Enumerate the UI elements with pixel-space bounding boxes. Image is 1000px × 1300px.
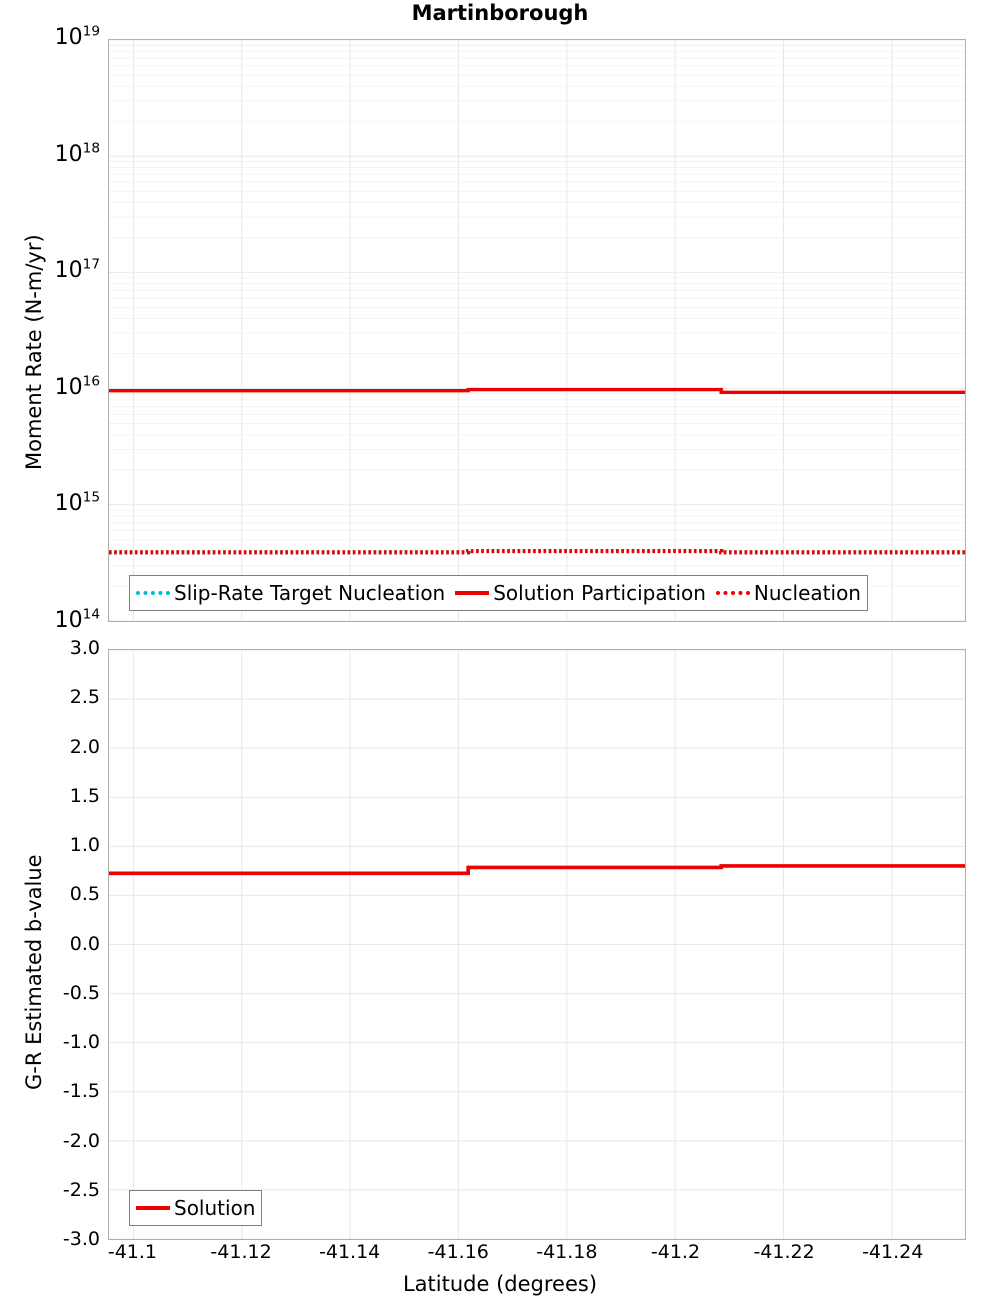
- ytick-bottom-4: -1.0: [62, 1031, 100, 1053]
- line-sample-icon: [455, 586, 490, 600]
- xtick-7: -41.24: [862, 1241, 924, 1263]
- line-sample-icon: [136, 586, 170, 600]
- data-bottom: [109, 864, 965, 876]
- legend-label: Slip-Rate Target Nucleation: [174, 581, 446, 605]
- ytick-bottom-0: -3.0: [62, 1228, 100, 1250]
- ytick-bottom-10: 2.0: [69, 735, 100, 758]
- grid-top: [109, 40, 965, 621]
- xtick-1: -41.12: [210, 1241, 272, 1263]
- xtick-4: -41.18: [536, 1241, 598, 1263]
- ytick-top-3: 1017: [54, 256, 100, 284]
- xtick-0: -41.1: [107, 1241, 158, 1263]
- xtick-5: -41.2: [650, 1241, 701, 1263]
- ytick-bottom-3: -1.5: [62, 1080, 100, 1103]
- ytick-top-4: 1018: [54, 140, 100, 167]
- ytick-bottom-7: 0.5: [69, 883, 100, 906]
- ytick-bottom-1: -2.5: [62, 1178, 100, 1201]
- ytick-top-1: 1015: [54, 490, 100, 517]
- page-title: Martinborough: [411, 1, 589, 25]
- legend-bottom: Solution: [129, 1190, 263, 1226]
- line-sample-icon: [715, 586, 750, 600]
- ytick-top-0: 1014: [54, 606, 100, 633]
- b-value-plot: [108, 649, 966, 1240]
- legend-entry-slip-rate-target-nucleation: Slip-Rate Target Nucleation: [136, 583, 445, 603]
- xtick-2: -41.14: [319, 1241, 381, 1263]
- legend-label: Solution Participation: [493, 581, 706, 605]
- ytick-bottom-5: -0.5: [62, 981, 100, 1004]
- legend-label: Nucleation: [753, 581, 861, 605]
- ytick-bottom-9: 1.5: [69, 784, 100, 807]
- legend-entry-solution-participation: Solution Participation: [455, 583, 706, 603]
- ytick-bottom-12: 3.0: [69, 637, 100, 659]
- legend-entry-nucleation: Nucleation: [715, 581, 861, 605]
- grid-bottom: [109, 650, 965, 1239]
- x-axis-label: Latitude (degrees): [402, 1272, 598, 1296]
- ytick-top-5: 1019: [54, 23, 100, 50]
- data-top: [109, 387, 965, 555]
- legend-entry-solution: Solution: [136, 1198, 255, 1218]
- ytick-top-2: 1016: [54, 373, 100, 400]
- ytick-bottom-8: 1.0: [69, 834, 100, 856]
- line-sample-icon: [136, 1201, 170, 1215]
- legend-top: Slip-Rate Target Nucleation Solution Par…: [129, 575, 868, 611]
- xtick-6: -41.22: [753, 1241, 815, 1263]
- moment-rate-plot: [108, 39, 966, 622]
- xtick-3: -41.16: [427, 1241, 489, 1263]
- ytick-bottom-2: -2.0: [62, 1129, 100, 1152]
- y-axis-label-top: Moment Rate (N-m/yr): [22, 234, 46, 470]
- ytick-bottom-11: 2.5: [69, 686, 100, 709]
- ytick-bottom-6: 0.0: [69, 932, 100, 955]
- legend-label: Solution: [174, 1196, 256, 1220]
